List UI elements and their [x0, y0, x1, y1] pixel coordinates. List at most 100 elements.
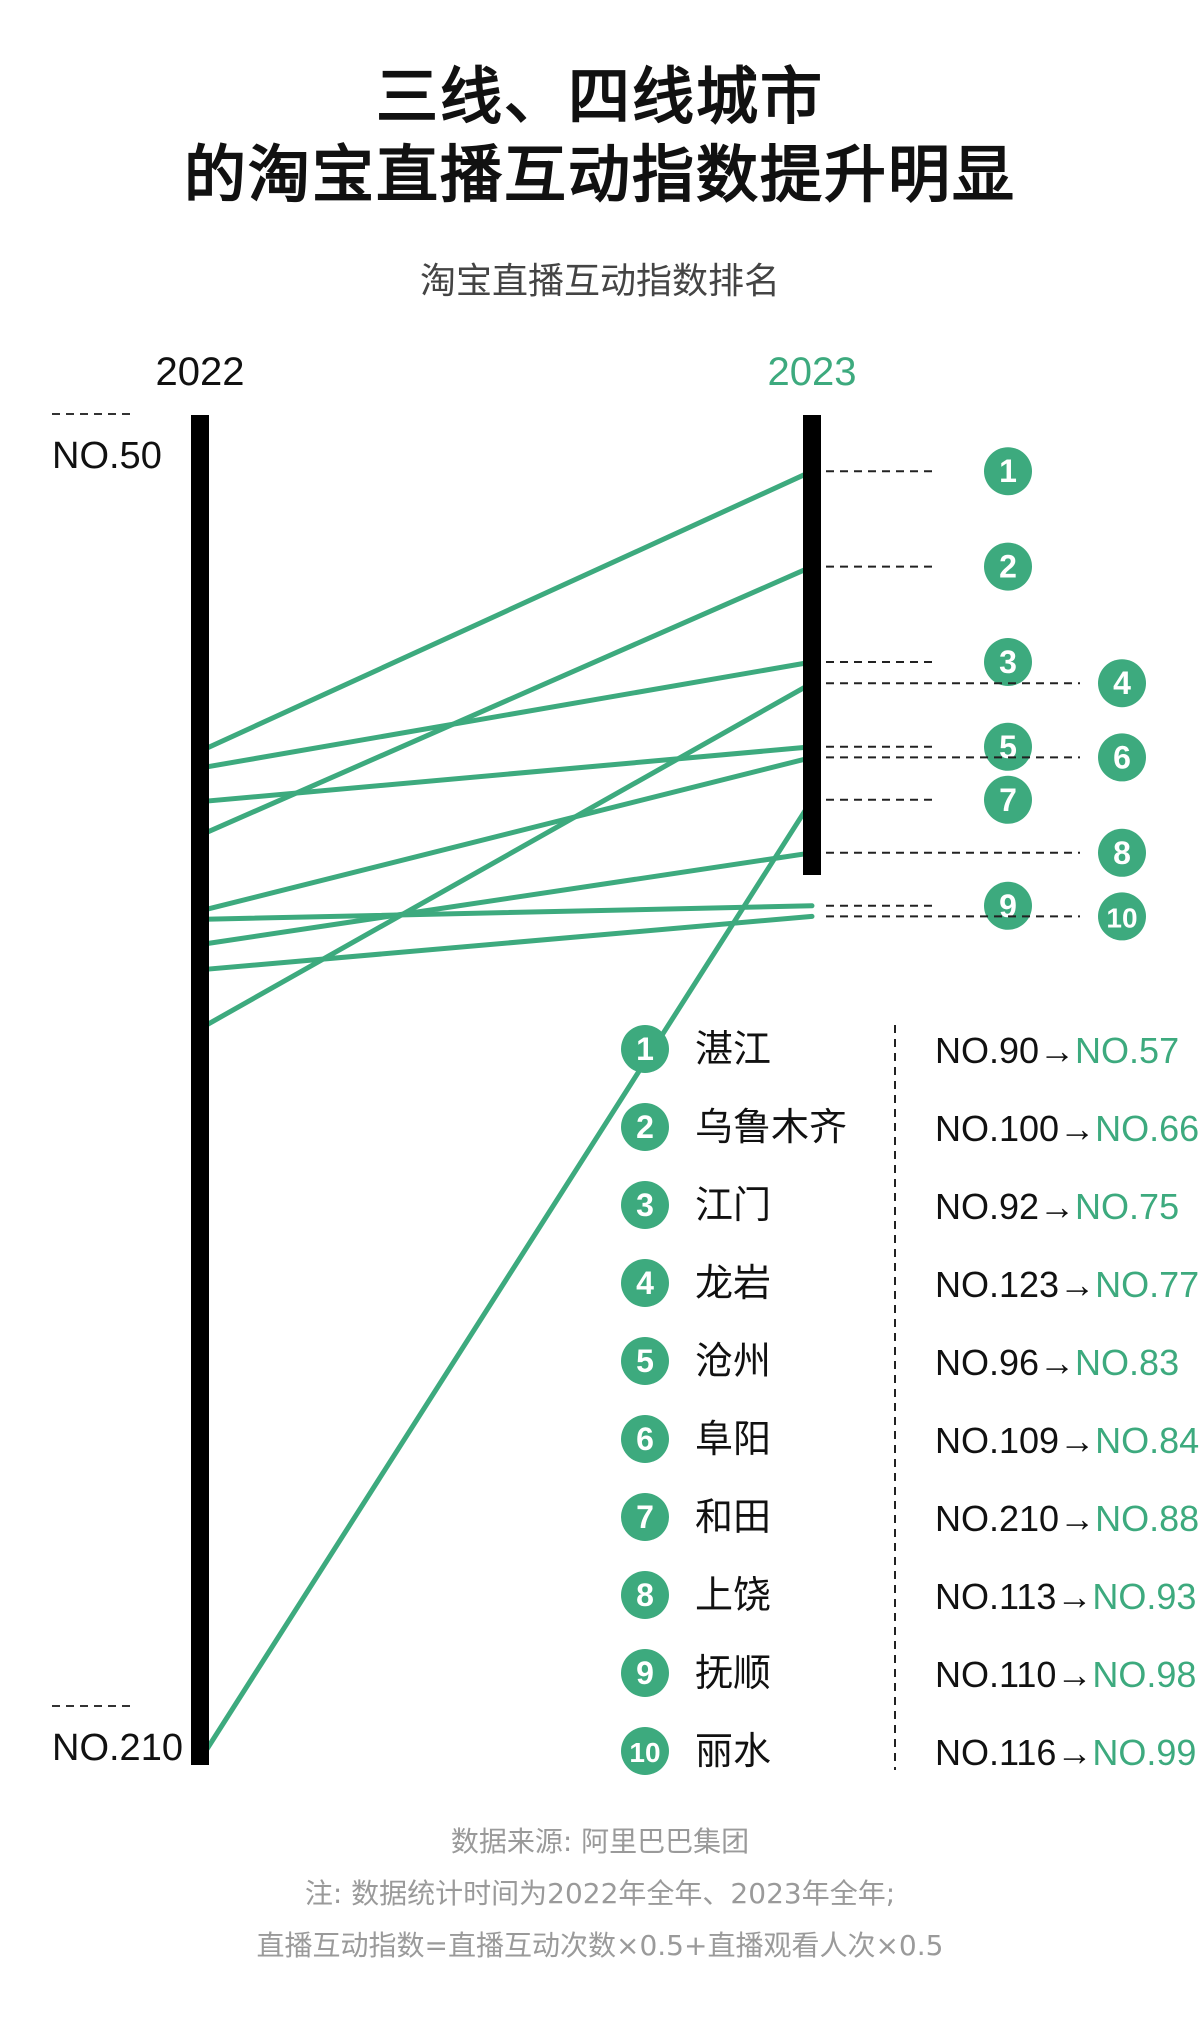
slope-line-1 [197, 468, 815, 754]
slope-line-10 [197, 913, 815, 973]
axis-bar-2022 [191, 415, 209, 1765]
legend-badge-1 [621, 1025, 669, 1073]
legend-to-9: NO.98 [1092, 1654, 1196, 1695]
legend-to-2: NO.66 [1095, 1108, 1199, 1149]
legend-to-8: NO.93 [1092, 1576, 1196, 1617]
legend-to-10: NO.99 [1092, 1732, 1196, 1773]
title-line-2: 的淘宝直播互动指数提升明显 [183, 138, 1016, 211]
slope-line-9 [197, 903, 815, 922]
slope-line-8 [197, 850, 815, 948]
legend-badge-text-2: 2 [636, 1109, 654, 1145]
legend-change-5: NO.96→NO.83 [935, 1342, 1179, 1383]
legend-change-10: NO.116→NO.99 [935, 1732, 1196, 1773]
tick-label-no210: NO.210 [52, 1727, 183, 1769]
legend-city-5: 沧州 [695, 1339, 771, 1383]
legend-to-1: NO.57 [1075, 1030, 1179, 1071]
legend-city-1: 湛江 [695, 1027, 771, 1071]
legend-badge-4 [621, 1259, 669, 1307]
title-line-1: 三线、四线城市 [375, 60, 824, 133]
legend-city-6: 阜阳 [695, 1417, 771, 1461]
legend-from-9: NO.110 [935, 1654, 1056, 1695]
legend-from-2: NO.100 [935, 1108, 1059, 1149]
legend-badge-text-10: 10 [629, 1737, 660, 1768]
legend-change-1: NO.90→NO.57 [935, 1030, 1179, 1071]
legend-change-9: NO.110→NO.98 [935, 1654, 1196, 1695]
rank-badge-text-6: 6 [1113, 739, 1131, 775]
legend-to-3: NO.75 [1075, 1186, 1179, 1227]
rank-badge-7 [984, 775, 1032, 824]
rank-badge-text-8: 8 [1113, 835, 1131, 871]
legend-change-7: NO.210→NO.88 [935, 1498, 1199, 1539]
legend-from-7: NO.210 [935, 1498, 1059, 1539]
chart-subtitle: 淘宝直播互动指数排名 [419, 261, 780, 302]
rank-badge-8 [1098, 828, 1146, 877]
legend-from-4: NO.123 [935, 1264, 1059, 1305]
legend-badge-9 [621, 1649, 669, 1697]
legend-badge-text-8: 8 [636, 1577, 654, 1613]
rank-badge-text-9: 9 [999, 888, 1017, 924]
legend-to-4: NO.77 [1095, 1264, 1199, 1305]
rank-badge-10 [1098, 892, 1146, 941]
legend-city-3: 江门 [695, 1183, 771, 1227]
legend-city-9: 抚顺 [695, 1651, 771, 1695]
legend-from-3: NO.92 [935, 1186, 1039, 1227]
legend-badge-6 [621, 1415, 669, 1463]
legend-from-6: NO.109 [935, 1420, 1059, 1461]
legend-badge-3 [621, 1181, 669, 1229]
rank-badge-text-4: 4 [1113, 665, 1131, 701]
rank-badge-text-2: 2 [999, 549, 1017, 585]
legend-badge-text-9: 9 [636, 1655, 654, 1691]
axis-label-2023: 2023 [768, 350, 857, 394]
slope-line-4 [197, 680, 815, 1032]
legend-arrow-3: → [1039, 1186, 1075, 1227]
legend-from-10: NO.116 [935, 1732, 1056, 1773]
legend-badge-text-6: 6 [636, 1421, 654, 1457]
rank-badge-text-10: 10 [1106, 902, 1137, 933]
rank-badge-text-3: 3 [999, 644, 1017, 680]
legend-change-6: NO.109→NO.84 [935, 1420, 1199, 1461]
rank-badge-2 [984, 542, 1032, 591]
legend-arrow-1: → [1039, 1030, 1075, 1071]
legend-from-1: NO.90 [935, 1030, 1039, 1071]
data-source: 数据来源: 阿里巴巴集团 [450, 1825, 750, 1858]
legend-from-5: NO.96 [935, 1342, 1039, 1383]
legend-arrow-6: → [1059, 1420, 1095, 1461]
legend-city-7: 和田 [695, 1495, 771, 1539]
slope-line-6 [197, 754, 815, 914]
legend-city-4: 龙岩 [695, 1261, 771, 1305]
rank-badge-6 [1098, 733, 1146, 782]
legend-change-2: NO.100→NO.66 [935, 1108, 1199, 1149]
rank-badge-text-5: 5 [999, 729, 1017, 765]
footnote-formula: 直播互动指数=直播互动次数×0.5+直播观看人次×0.5 [256, 1929, 944, 1962]
legend-arrow-8: → [1056, 1576, 1092, 1617]
slope-line-3 [197, 659, 815, 771]
legend-from-8: NO.113 [935, 1576, 1056, 1617]
legend-city-8: 上饶 [695, 1573, 771, 1617]
legend-badge-10 [621, 1727, 669, 1775]
legend-arrow-4: → [1059, 1264, 1095, 1305]
legend-arrow-2: → [1059, 1108, 1095, 1149]
legend-badge-text-1: 1 [636, 1031, 654, 1067]
legend-arrow-10: → [1056, 1732, 1092, 1773]
axis-bar-2023 [803, 415, 821, 875]
slope-line-5 [197, 744, 815, 805]
legend-badge-2 [621, 1103, 669, 1151]
legend-city-2: 乌鲁木齐 [695, 1105, 847, 1149]
rank-badge-5 [984, 722, 1032, 771]
tick-label-no50: NO.50 [52, 435, 162, 477]
rank-badge-3 [984, 638, 1032, 686]
legend-change-4: NO.123→NO.77 [935, 1264, 1199, 1305]
footnote-period: 注: 数据统计时间为2022年全年、2023年全年; [304, 1877, 896, 1910]
legend-badge-text-4: 4 [636, 1265, 654, 1301]
rank-badge-1 [984, 447, 1032, 496]
legend-badge-text-5: 5 [636, 1343, 654, 1379]
rank-badge-text-7: 7 [999, 782, 1017, 818]
legend-change-8: NO.113→NO.93 [935, 1576, 1196, 1617]
legend-badge-text-7: 7 [636, 1499, 654, 1535]
legend-to-7: NO.88 [1095, 1498, 1199, 1539]
legend-badge-text-3: 3 [636, 1187, 654, 1223]
legend-to-5: NO.83 [1075, 1342, 1179, 1383]
legend-arrow-5: → [1039, 1342, 1075, 1383]
legend-badge-8 [621, 1571, 669, 1619]
